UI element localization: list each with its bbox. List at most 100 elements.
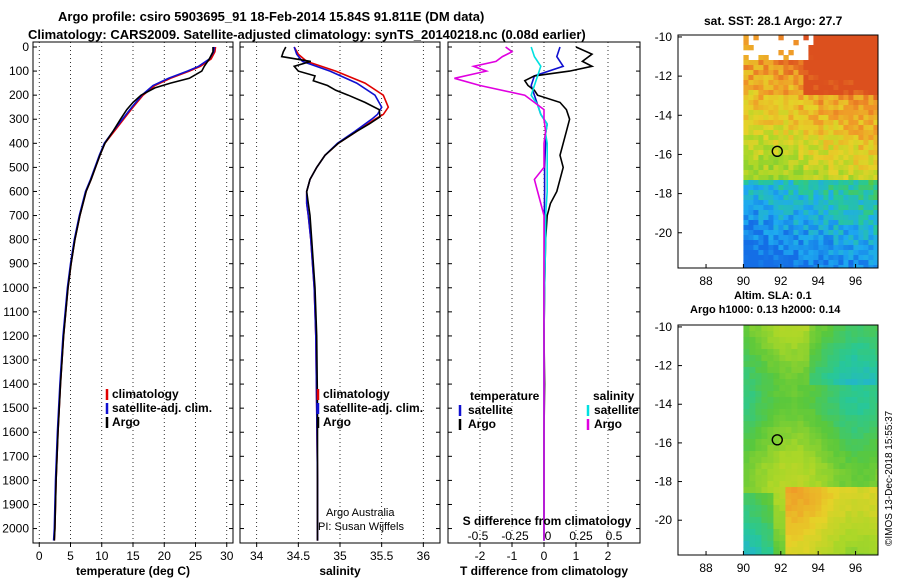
x-tick-label-temperature: 25 — [189, 549, 203, 563]
depth-tick-label: 1300 — [2, 353, 29, 367]
map-x-tick-label-sst-map: 94 — [812, 274, 826, 288]
depth-tick-label: 400 — [9, 136, 29, 150]
x-tick-label-difference: 0 — [541, 549, 548, 563]
x-tick-label-salinity: 35.5 — [370, 549, 394, 563]
profile-panel-frame-temperature — [32, 41, 234, 544]
legend-label-salinity: climatology — [323, 387, 390, 401]
depth-tick-label: 600 — [9, 184, 29, 198]
legend-label-salinity: satellite — [594, 403, 639, 417]
s-diff-axis-label: S difference from climatology — [463, 514, 632, 528]
series-line-salinity-argo — [280, 46, 381, 541]
s-diff-tick-label: 0.5 — [606, 529, 623, 543]
legend-label-temperature: satellite-adj. clim. — [112, 401, 212, 415]
map-frame-sst-map — [677, 34, 879, 269]
sla-map-title: Altim. SLA: 0.1 — [734, 290, 812, 302]
depth-tick-label: 800 — [9, 233, 29, 247]
depth-tick-label: 1200 — [2, 329, 29, 343]
x-tick-label-temperature: 20 — [158, 549, 172, 563]
legend-title-salinity: salinity — [593, 389, 635, 403]
credit-pi: PI: Susan Wijffels — [318, 521, 404, 533]
depth-tick-label: 1100 — [3, 305, 29, 319]
map-y-tick-label-sst-map: -12 — [655, 69, 673, 83]
depth-tick-label: 1400 — [2, 377, 29, 391]
depth-tick-label: 1500 — [2, 401, 29, 415]
x-tick-label-temperature: 0 — [36, 549, 43, 563]
map-y-tick-label-sla-map: -12 — [655, 359, 673, 373]
map-y-tick-label-sla-map: -16 — [655, 436, 673, 450]
depth-tick-label: 1700 — [2, 449, 29, 463]
depth-tick-label: 300 — [9, 112, 29, 126]
series-line-temperature-argo — [53, 47, 214, 541]
map-x-tick-label-sla-map: 90 — [737, 561, 751, 575]
map-x-tick-label-sla-map: 92 — [774, 561, 788, 575]
x-tick-label-temperature: 5 — [67, 549, 74, 563]
legend-label-salinity: Argo — [323, 415, 351, 429]
map-x-tick-label-sla-map: 88 — [699, 561, 713, 575]
map-frame-sla-map — [677, 324, 879, 556]
s-diff-tick-label: -0.25 — [501, 529, 529, 543]
map-y-tick-label-sla-map: -18 — [655, 475, 673, 489]
s-diff-tick-label: -0.5 — [468, 529, 489, 543]
map-x-tick-label-sla-map: 94 — [812, 561, 826, 575]
map-y-tick-label-sla-map: -10 — [655, 320, 673, 334]
x-tick-label-salinity: 35 — [333, 549, 347, 563]
legend-title-temperature: temperature — [470, 389, 540, 403]
header-line-2: Climatology: CARS2009. Satellite-adjuste… — [28, 27, 586, 42]
depth-tick-label: 1000 — [2, 281, 29, 295]
map-x-tick-label-sst-map: 92 — [774, 274, 788, 288]
depth-tick-label: 1600 — [2, 425, 29, 439]
map-y-tick-label-sst-map: -10 — [655, 30, 673, 44]
x-tick-label-salinity: 34 — [250, 549, 264, 563]
depth-tick-label: 700 — [9, 209, 29, 223]
map-y-tick-label-sst-map: -14 — [655, 108, 673, 122]
legend-label-temperature: climatology — [112, 387, 179, 401]
legend-label-salinity: Argo — [594, 417, 622, 431]
legend-label-temperature: Argo — [468, 417, 496, 431]
s-diff-tick-label: 0 — [545, 529, 552, 543]
map-x-tick-label-sst-map: 90 — [737, 274, 751, 288]
sst-map-title: sat. SST: 28.1 Argo: 27.7 — [704, 14, 843, 28]
timestamp-label: ©IMOS 13-Dec-2018 15:55:37 — [884, 410, 895, 546]
map-y-tick-label-sst-map: -20 — [655, 226, 673, 240]
depth-tick-label: 500 — [9, 160, 29, 174]
depth-tick-label: 200 — [9, 88, 29, 102]
profile-panel-frame-salinity — [239, 41, 441, 544]
sla-map-subtitle: Argo h1000: 0.13 h2000: 0.14 — [690, 304, 841, 316]
credit-org: Argo Australia — [326, 507, 395, 519]
x-tick-label-salinity: 36 — [417, 549, 431, 563]
map-y-tick-label-sst-map: -18 — [655, 187, 673, 201]
x-tick-label-salinity: 34.5 — [287, 549, 311, 563]
legend-label-salinity: satellite-adj. clim. — [323, 401, 423, 415]
x-tick-label-temperature: 10 — [95, 549, 109, 563]
argo-position-marker-sst-map — [771, 145, 783, 158]
map-x-tick-label-sst-map: 88 — [699, 274, 713, 288]
depth-tick-label: 100 — [9, 64, 29, 78]
depth-tick-label: 2000 — [2, 522, 29, 536]
map-y-tick-label-sla-map: -14 — [655, 397, 673, 411]
map-y-tick-label-sla-map: -20 — [655, 513, 673, 527]
map-x-tick-label-sla-map: 96 — [849, 561, 863, 575]
legend-label-temperature: Argo — [112, 415, 140, 429]
x-tick-label-difference: 1 — [573, 549, 580, 563]
x-axis-label-difference: T difference from climatology — [460, 564, 628, 578]
x-tick-label-difference: 2 — [605, 549, 612, 563]
series-line-difference-s-argo — [454, 46, 547, 541]
map-y-tick-label-sst-map: -16 — [655, 147, 673, 161]
x-tick-label-temperature: 30 — [220, 549, 234, 563]
depth-tick-label: 0 — [22, 40, 29, 54]
legend-label-temperature: satellite — [468, 403, 513, 417]
s-diff-tick-label: 0.25 — [569, 529, 593, 543]
x-tick-label-difference: -1 — [507, 549, 518, 563]
argo-position-marker-sla-map — [771, 434, 783, 446]
map-field-sst-map — [743, 35, 879, 269]
x-axis-label-salinity: salinity — [319, 564, 361, 578]
header-line-1: Argo profile: csiro 5903695_91 18-Feb-20… — [58, 9, 485, 24]
depth-tick-label: 1800 — [2, 473, 29, 487]
map-x-tick-label-sst-map: 96 — [849, 274, 863, 288]
depth-tick-label: 900 — [9, 257, 29, 271]
depth-tick-label: 1900 — [2, 497, 29, 511]
x-tick-label-difference: -2 — [475, 549, 486, 563]
x-axis-label-temperature: temperature (deg C) — [76, 564, 190, 578]
x-tick-label-temperature: 15 — [126, 549, 140, 563]
